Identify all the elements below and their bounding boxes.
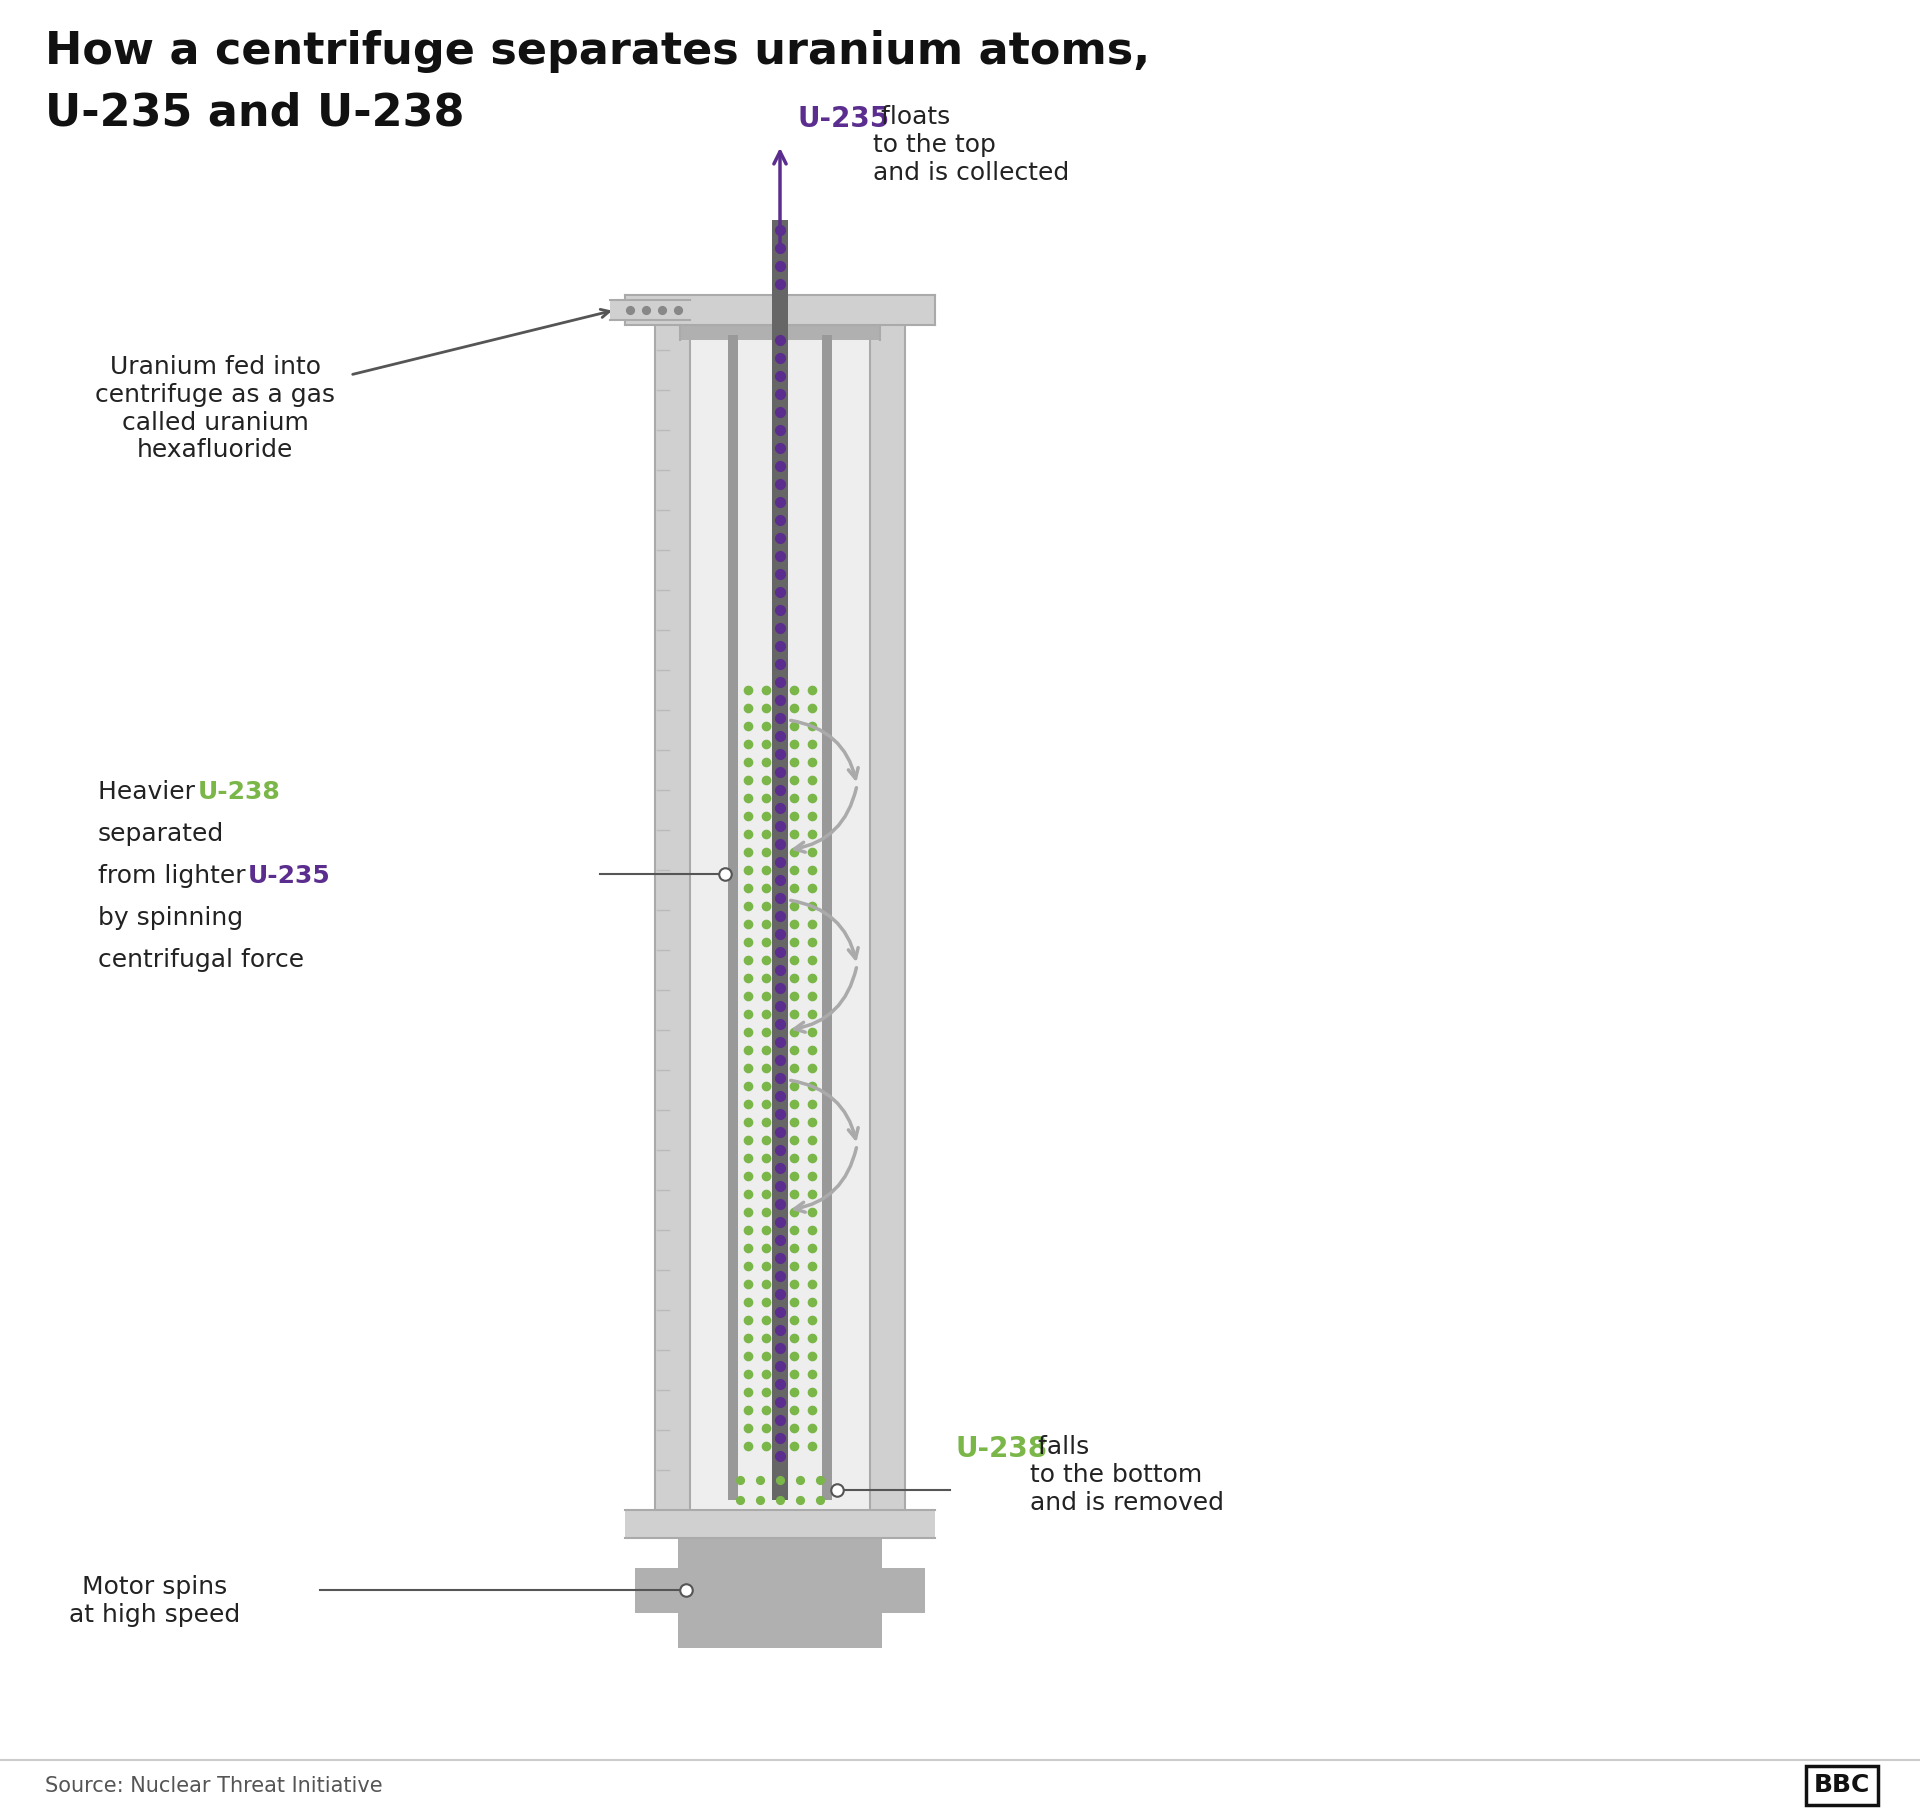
Text: floats
to the top
and is collected: floats to the top and is collected: [874, 105, 1069, 185]
Bar: [689, 320, 870, 1511]
Bar: [626, 1511, 935, 1538]
Bar: [626, 295, 935, 326]
Text: U-235: U-235: [248, 865, 330, 888]
Bar: [680, 326, 879, 340]
FancyArrowPatch shape: [791, 720, 858, 778]
FancyArrowPatch shape: [795, 968, 856, 1033]
FancyArrowPatch shape: [795, 787, 856, 852]
Text: separated: separated: [98, 821, 225, 847]
Text: Heavier: Heavier: [98, 780, 204, 803]
Text: U-238: U-238: [198, 780, 280, 803]
Text: centrifugal force: centrifugal force: [98, 948, 303, 971]
Bar: [636, 1568, 925, 1614]
Text: U-238: U-238: [954, 1435, 1046, 1463]
FancyArrowPatch shape: [791, 901, 858, 959]
Text: Source: Nuclear Threat Initiative: Source: Nuclear Threat Initiative: [44, 1776, 382, 1796]
Text: How a centrifuge separates uranium atoms,: How a centrifuge separates uranium atoms…: [44, 31, 1150, 72]
Text: Uranium fed into
centrifuge as a gas
called uranium
hexafluoride: Uranium fed into centrifuge as a gas cal…: [94, 355, 334, 463]
Text: falls
to the bottom
and is removed: falls to the bottom and is removed: [1029, 1435, 1225, 1514]
Bar: [772, 221, 787, 1500]
Text: by spinning: by spinning: [98, 906, 244, 930]
Text: U-235 and U-238: U-235 and U-238: [44, 92, 465, 136]
Text: Motor spins
at high speed: Motor spins at high speed: [69, 1576, 240, 1626]
FancyArrowPatch shape: [795, 1147, 856, 1212]
Bar: [822, 335, 831, 1500]
Text: from lighter: from lighter: [98, 865, 253, 888]
FancyArrowPatch shape: [791, 1080, 858, 1138]
Text: BBC: BBC: [1814, 1773, 1870, 1796]
Bar: [678, 1538, 881, 1648]
Bar: [870, 320, 904, 1511]
Text: U-235: U-235: [799, 105, 891, 134]
Bar: [611, 300, 689, 320]
Bar: [728, 335, 737, 1500]
Bar: [655, 320, 689, 1511]
